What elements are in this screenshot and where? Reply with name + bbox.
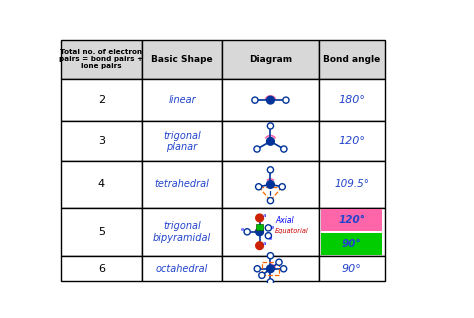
- Bar: [319, 79, 385, 121]
- Bar: [319, 40, 385, 79]
- Bar: [319, 208, 385, 256]
- Text: 109.5°: 109.5°: [334, 179, 369, 190]
- Bar: [61, 161, 142, 208]
- Text: e: e: [271, 225, 274, 230]
- Circle shape: [283, 97, 289, 103]
- Circle shape: [252, 97, 258, 103]
- Circle shape: [255, 228, 264, 236]
- Circle shape: [281, 146, 287, 152]
- Circle shape: [267, 123, 273, 129]
- Bar: [142, 40, 222, 79]
- Bar: [61, 121, 142, 161]
- Bar: [222, 161, 319, 208]
- Circle shape: [267, 167, 273, 173]
- Bar: [142, 256, 222, 281]
- Text: a: a: [263, 241, 266, 246]
- Circle shape: [254, 146, 260, 152]
- Text: 2: 2: [98, 95, 105, 105]
- Circle shape: [279, 184, 285, 190]
- Circle shape: [267, 252, 273, 259]
- Text: trigonal
planar: trigonal planar: [163, 131, 201, 152]
- Circle shape: [254, 266, 260, 272]
- Text: 180°: 180°: [338, 95, 365, 105]
- Text: 6: 6: [98, 264, 105, 274]
- Bar: [256, 224, 263, 230]
- Circle shape: [255, 184, 262, 190]
- Circle shape: [267, 197, 273, 204]
- Bar: [61, 79, 142, 121]
- Bar: [319, 256, 385, 281]
- Text: Equatorial: Equatorial: [275, 227, 309, 234]
- Bar: [321, 233, 383, 255]
- Bar: [222, 121, 319, 161]
- Circle shape: [266, 265, 274, 273]
- Bar: [142, 121, 222, 161]
- Circle shape: [259, 272, 265, 278]
- Text: a: a: [263, 213, 266, 218]
- Text: 3: 3: [98, 136, 105, 146]
- Circle shape: [255, 242, 264, 250]
- Bar: [61, 208, 142, 256]
- Bar: [222, 256, 319, 281]
- Circle shape: [276, 259, 282, 265]
- Bar: [142, 79, 222, 121]
- Bar: [319, 161, 385, 208]
- Text: Total no. of electron
pairs = bond pairs +
lone pairs: Total no. of electron pairs = bond pairs…: [59, 49, 144, 69]
- Text: Axial: Axial: [275, 216, 294, 225]
- Text: 120°: 120°: [338, 215, 365, 225]
- Circle shape: [281, 266, 287, 272]
- Bar: [61, 256, 142, 281]
- Text: linear: linear: [168, 95, 196, 105]
- Text: octahedral: octahedral: [156, 264, 208, 274]
- Text: Basic Shape: Basic Shape: [151, 55, 213, 64]
- Circle shape: [265, 225, 272, 231]
- Text: 4: 4: [98, 179, 105, 190]
- Circle shape: [255, 214, 264, 222]
- Bar: [222, 40, 319, 79]
- Circle shape: [266, 181, 274, 188]
- Text: Diagram: Diagram: [249, 55, 292, 64]
- Bar: [321, 209, 383, 231]
- Text: 90°: 90°: [342, 264, 362, 274]
- Circle shape: [266, 96, 274, 104]
- Circle shape: [244, 229, 250, 235]
- Bar: [142, 161, 222, 208]
- Bar: [319, 121, 385, 161]
- Text: Bond angle: Bond angle: [323, 55, 381, 64]
- Text: 90°: 90°: [342, 239, 362, 249]
- Bar: [61, 40, 142, 79]
- Text: 5: 5: [98, 227, 105, 237]
- Bar: [142, 208, 222, 256]
- Circle shape: [266, 137, 274, 145]
- Bar: [222, 79, 319, 121]
- Text: trigonal
bipyramidal: trigonal bipyramidal: [153, 221, 211, 243]
- Text: 120°: 120°: [338, 136, 365, 146]
- Text: e: e: [241, 227, 245, 232]
- Circle shape: [267, 279, 273, 285]
- Text: tetrahedral: tetrahedral: [155, 179, 210, 190]
- Text: e: e: [269, 236, 273, 241]
- Circle shape: [265, 233, 272, 239]
- Bar: [222, 208, 319, 256]
